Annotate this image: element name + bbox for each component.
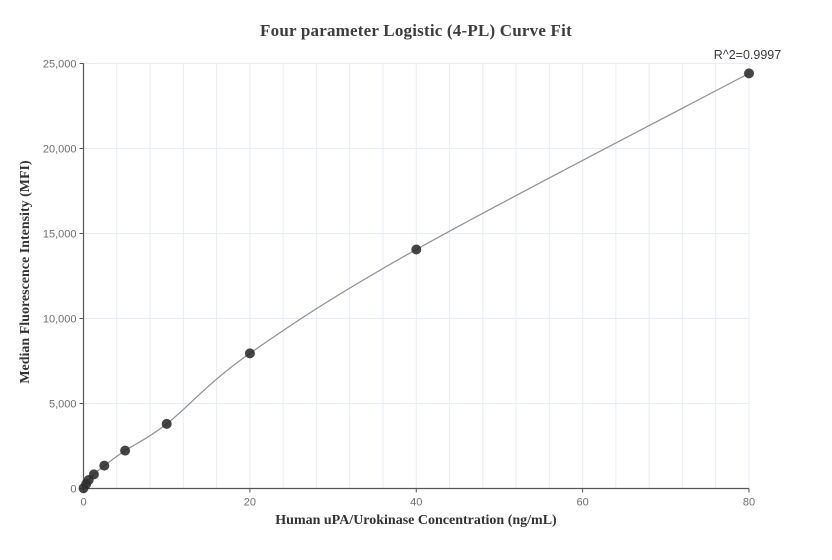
y-tick-label: 15,000 [43,229,77,241]
x-tick-label: 20 [244,497,256,509]
data-point [99,460,110,471]
r-squared-annotation: R^2=0.9997 [713,48,782,62]
chart-title: Four parameter Logistic (4-PL) Curve Fit [260,21,572,40]
y-tick-label: 0 [70,484,76,496]
y-tick-label: 10,000 [43,314,77,326]
y-tick-label: 5,000 [49,399,77,411]
x-tick-label: 80 [743,497,755,509]
data-point [120,445,131,456]
y-axis-title: Median Fluorescence Intensity (MFI) [18,160,33,384]
data-point [744,68,754,79]
data-point [161,418,172,429]
y-tick-label: 25,000 [43,59,77,71]
data-point [88,469,99,480]
x-tick-label: 0 [80,497,86,509]
data-point [244,348,255,359]
data-point [411,244,422,255]
x-tick-label: 40 [410,497,422,509]
x-axis-title: Human uPA/Urokinase Concentration (ng/mL… [275,513,557,528]
x-tick-label: 60 [577,497,589,509]
y-tick-label: 20,000 [43,144,77,156]
